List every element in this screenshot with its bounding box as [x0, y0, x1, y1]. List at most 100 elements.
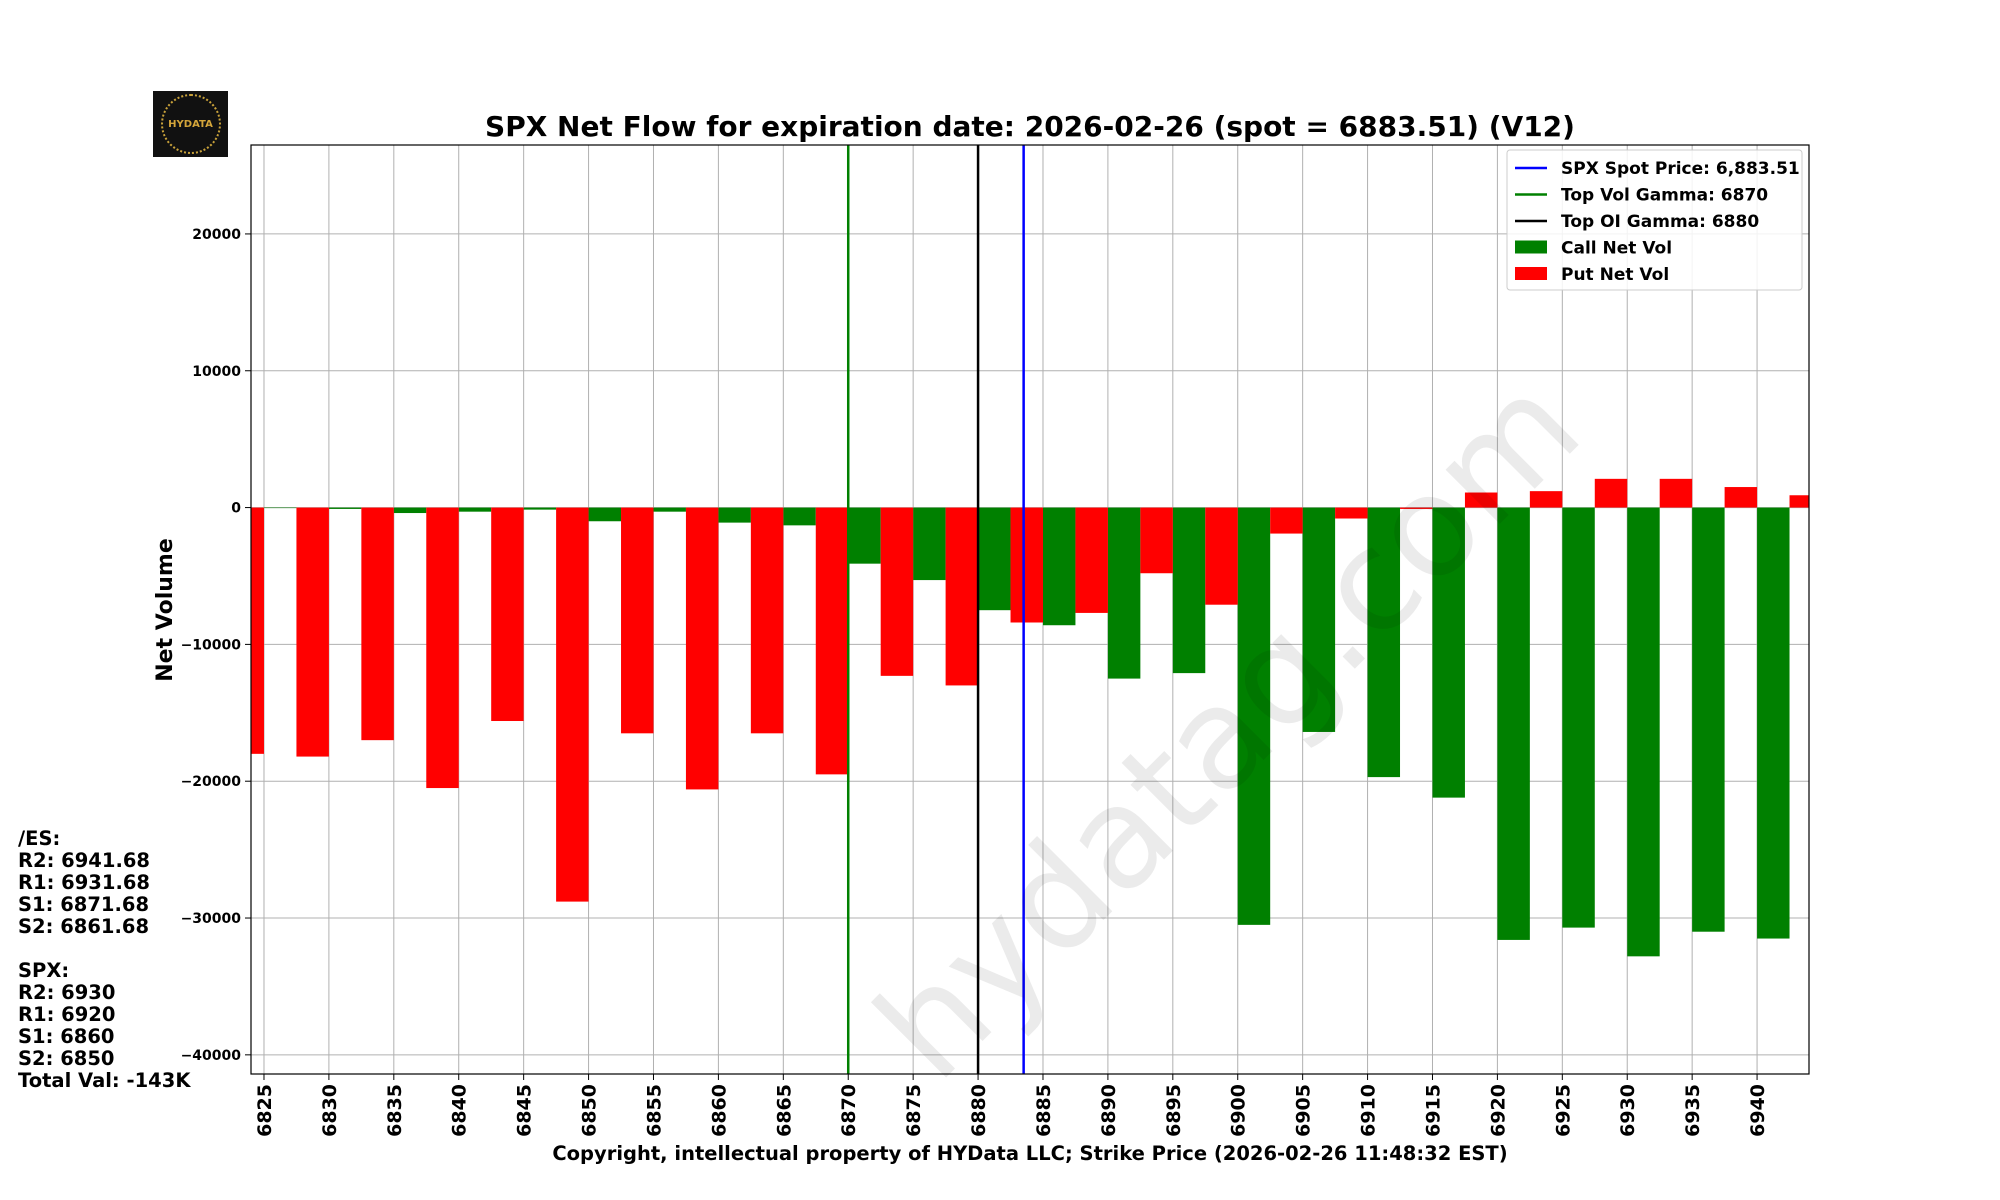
call-net-vol-bar [458, 507, 492, 512]
call-net-vol-bar [1627, 507, 1660, 957]
x-tick-label: 6915 [1422, 1084, 1444, 1137]
call-net-vol-bar [848, 507, 881, 564]
put-net-vol-bar [491, 507, 524, 722]
put-net-vol-bar [1010, 507, 1043, 623]
put-net-vol-bar [296, 507, 329, 757]
y-tick-label: −20000 [181, 774, 242, 790]
put-net-vol-bar [1659, 478, 1693, 508]
y-tick-label: −40000 [181, 1048, 242, 1064]
call-net-vol-bar [1562, 507, 1595, 928]
put-net-vol-bar [1075, 507, 1108, 613]
spx-level: R1: 6920 [18, 1003, 116, 1026]
x-tick-label: 6850 [579, 1084, 601, 1137]
put-net-vol-bar [1724, 487, 1758, 508]
x-tick-label: 6840 [449, 1084, 471, 1137]
put-net-vol-bar [815, 507, 849, 775]
x-tick-label: 6865 [773, 1084, 795, 1137]
legend-entry: Top OI Gamma: 6880 [1561, 212, 1759, 232]
legend-box [1506, 149, 1803, 291]
y-tick-label: −10000 [181, 637, 242, 653]
spx-title: SPX: [18, 959, 70, 982]
hydata-logo: HYDATA [153, 91, 228, 157]
put-net-vol-bar [685, 507, 719, 790]
call-net-vol-bar [523, 507, 557, 510]
es-level: S1: 6871.68 [18, 893, 150, 916]
x-tick-label: 6905 [1293, 1084, 1315, 1137]
put-net-vol-bar [1464, 492, 1498, 508]
x-tick-label: 6835 [384, 1084, 406, 1137]
es-level: S2: 6861.68 [18, 915, 150, 938]
legend-patch-swatch [1515, 240, 1547, 254]
total-value: Total Val: -143K [18, 1069, 191, 1092]
x-tick-label: 6880 [968, 1084, 990, 1137]
x-tick-label: 6825 [254, 1084, 276, 1137]
spx-level: S2: 6850 [18, 1047, 115, 1070]
x-tick-label: 6900 [1228, 1084, 1250, 1137]
call-net-vol-bar [1042, 507, 1076, 626]
put-net-vol-bar [945, 507, 979, 686]
x-tick-label: 6910 [1358, 1084, 1380, 1137]
es-level: R1: 6931.68 [18, 871, 150, 894]
call-net-vol-bar [263, 507, 297, 509]
put-net-vol-bar [1335, 507, 1368, 519]
put-net-vol-bar [1270, 507, 1303, 534]
legend: SPX Spot Price: 6,883.51 Top Vol Gamma: 6… [1506, 149, 1803, 291]
y-tick-label: 10000 [192, 364, 241, 380]
chart-title: SPX Net Flow for expiration date: 2026-0… [485, 110, 1575, 143]
legend-entry: Put Net Vol [1561, 265, 1669, 285]
x-tick-label: 6940 [1747, 1084, 1769, 1137]
call-net-vol-bar [783, 507, 816, 526]
put-net-vol-bar [1529, 491, 1563, 508]
call-net-vol-bar [1237, 507, 1271, 925]
call-net-vol-bar [1302, 507, 1336, 732]
put-net-vol-bar [1140, 507, 1173, 574]
spx-level: S1: 6860 [18, 1025, 115, 1048]
y-tick-label: 0 [231, 501, 241, 517]
y-tick-label: 20000 [192, 227, 241, 243]
put-net-vol-bar [1789, 495, 1809, 508]
call-net-vol-bar [653, 507, 686, 512]
x-tick-label: 6930 [1617, 1084, 1639, 1137]
x-tick-label: 6920 [1487, 1084, 1509, 1137]
x-tick-label: 6870 [838, 1084, 860, 1137]
x-tick-label: 6885 [1033, 1084, 1055, 1137]
call-net-vol-bar [913, 507, 946, 581]
call-net-vol-bar [393, 507, 427, 514]
legend-entry: Call Net Vol [1561, 239, 1672, 259]
x-tick-label: 6830 [319, 1084, 341, 1137]
call-net-vol-bar [1172, 507, 1206, 674]
plot-frame [250, 144, 1810, 1075]
x-axis-label: Copyright, intellectual property of HYDa… [552, 1142, 1507, 1165]
put-net-vol-bar [251, 507, 264, 754]
put-net-vol-bar [1205, 507, 1238, 605]
watermark: hydatag.com [846, 345, 1611, 1110]
put-net-vol-bar [1400, 507, 1433, 509]
x-tick-label: 6925 [1552, 1084, 1574, 1137]
call-net-vol-bar [588, 507, 622, 522]
call-net-vol-bar [978, 507, 1011, 611]
bar-group [251, 478, 1809, 957]
call-net-vol-bar [1367, 507, 1401, 778]
es-level: R2: 6941.68 [18, 849, 150, 872]
legend-entry: Top Vol Gamma: 6870 [1561, 186, 1768, 206]
logo-emblem: HYDATA [160, 94, 221, 154]
call-net-vol-bar [328, 507, 362, 509]
spx-level: R2: 6930 [18, 981, 116, 1004]
y-tick-label: −30000 [181, 911, 242, 927]
put-net-vol-bar [1594, 478, 1628, 508]
x-tick-label: 6875 [903, 1084, 925, 1137]
put-net-vol-bar [880, 507, 914, 676]
call-net-vol-bar [1107, 507, 1141, 679]
y-axis-label: Net Volume [153, 538, 178, 682]
put-net-vol-bar [750, 507, 784, 734]
call-net-vol-bar [718, 507, 751, 523]
put-net-vol-bar [556, 507, 589, 902]
put-net-vol-bar [361, 507, 394, 741]
call-net-vol-bar [1757, 507, 1790, 939]
x-tick-label: 6895 [1163, 1084, 1185, 1137]
legend-patch-swatch [1515, 267, 1547, 280]
call-net-vol-bar [1692, 507, 1725, 932]
call-net-vol-bar [1497, 507, 1530, 940]
x-tick-label: 6860 [708, 1084, 730, 1137]
